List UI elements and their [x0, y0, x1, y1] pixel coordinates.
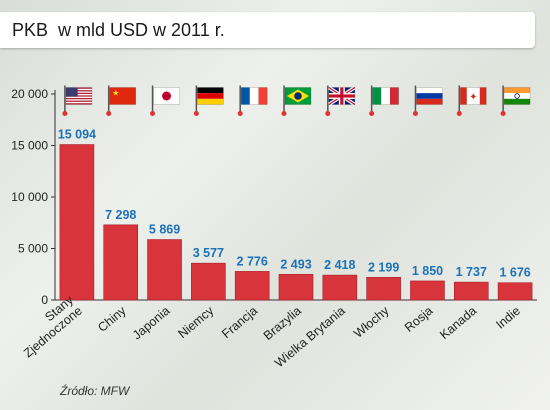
value-label: 3 577 [193, 246, 224, 260]
value-label: 1 850 [412, 264, 443, 278]
y-tick-label: 15 000 [11, 139, 48, 153]
y-tick-label: 10 000 [11, 190, 48, 204]
bar-5 [234, 271, 270, 301]
india-flag-icon [500, 85, 531, 116]
category-label: Francja [219, 304, 260, 342]
bar-11 [497, 282, 533, 301]
brazil-flag-icon [281, 85, 312, 116]
value-label: 1 676 [499, 266, 530, 280]
bar-8 [366, 277, 401, 301]
france-flag-icon [237, 85, 268, 116]
value-label: 2 418 [324, 258, 355, 272]
bar-1 [59, 144, 95, 301]
usa-flag-icon [62, 85, 93, 116]
germany-flag-icon [193, 85, 224, 116]
bar-4 [191, 262, 226, 301]
bar-10 [453, 281, 489, 301]
value-label: 1 737 [456, 265, 487, 279]
svg-text:★: ★ [112, 89, 119, 98]
bar-2 [103, 224, 139, 301]
category-label: Chiny [95, 303, 129, 335]
y-tick-label: 5 000 [18, 242, 48, 256]
bar-3 [147, 239, 182, 301]
chart-title: PKB w mld USD w 2011 r. [12, 20, 225, 40]
russia-flag-icon [412, 85, 443, 116]
value-label: 2 199 [368, 260, 399, 274]
bar-6 [278, 274, 314, 301]
canada-flag-icon: ✦ [456, 85, 487, 116]
category-label: Włochy [351, 303, 392, 341]
value-label: 15 094 [58, 128, 96, 142]
bar-9 [410, 280, 445, 301]
china-flag-icon: ★ [106, 85, 137, 116]
source-note: Źródło: MFW [60, 384, 130, 398]
title-box: PKB w mld USD w 2011 r. [0, 12, 535, 48]
y-tick-label: 20 000 [11, 87, 48, 101]
uk-flag-icon [325, 85, 356, 116]
category-label: Indie [493, 304, 523, 332]
y-tick-label: 0 [41, 293, 48, 307]
category-label: Kanada [437, 304, 479, 342]
bar-7 [322, 274, 358, 301]
category-label: Rosja [402, 304, 436, 335]
value-label: 5 869 [149, 223, 180, 237]
category-label: Japonia [130, 304, 173, 343]
value-label: 2 493 [280, 257, 311, 271]
value-label: 7 298 [105, 208, 136, 222]
value-label: 2 776 [237, 254, 268, 268]
category-label: StanyZjednoczone [12, 292, 85, 360]
svg-text:✦: ✦ [469, 92, 477, 103]
category-label: Niemcy [175, 303, 216, 341]
italy-flag-icon [369, 85, 399, 116]
japan-flag-icon [150, 85, 180, 116]
